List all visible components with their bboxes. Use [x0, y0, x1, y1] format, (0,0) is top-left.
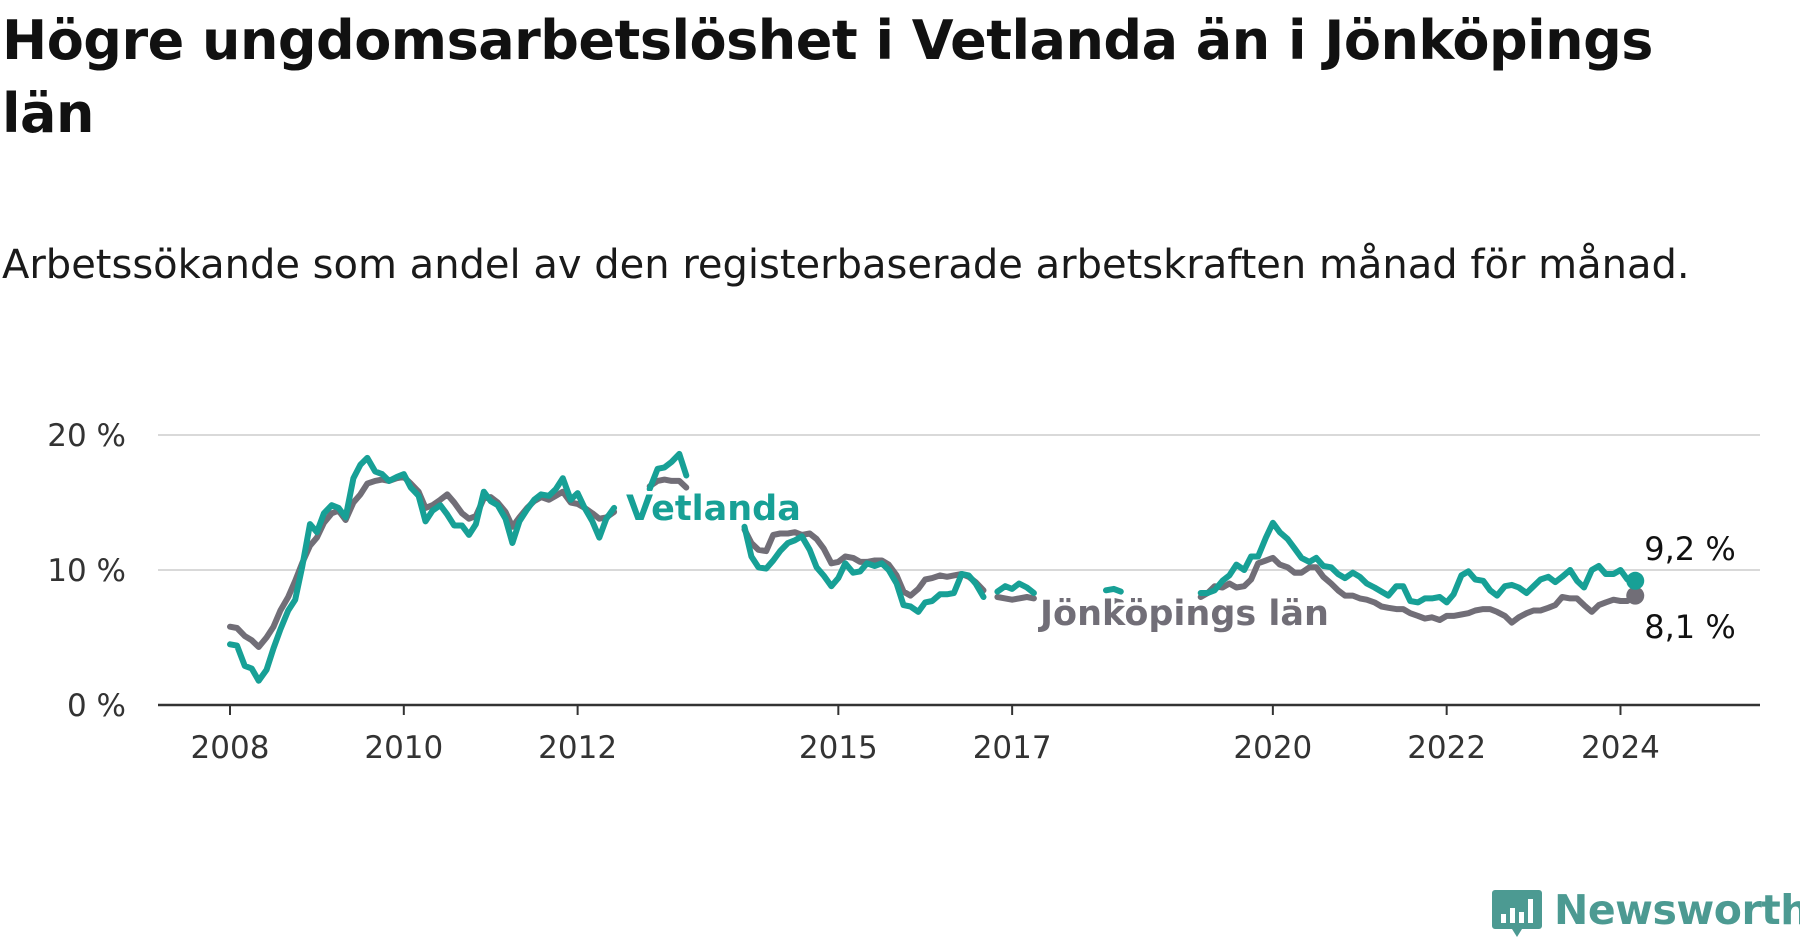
end-value-label-vetlanda: 9,2 %: [1644, 530, 1735, 568]
x-tick-label: 2024: [1581, 730, 1660, 766]
end-marker-jonkoping: [1626, 586, 1645, 605]
series-lines: [227, 450, 1645, 684]
end-value-label-jonkoping: 8,1 %: [1644, 608, 1735, 646]
x-tick-label: 2010: [364, 730, 443, 766]
x-tick-label: 2022: [1407, 730, 1486, 766]
line-chart: 0 % 10 % 20 % 2008 2010 2012 2015 2017 2020 2022…: [47, 418, 1760, 766]
y-axis: 0 % 10 % 20 %: [47, 418, 126, 724]
series-label-jonkoping: Jönköpings län: [1038, 594, 1329, 634]
y-tick-label: 20 %: [47, 418, 126, 454]
x-axis: 2008 2010 2012 2015 2017 2020 2022 2024: [158, 703, 1760, 766]
x-tick-label: 2015: [799, 730, 878, 766]
chart-subtitle: Arbetssökande som andel av den registerb…: [2, 242, 1690, 288]
newsworthy-logo-text: Newsworthy: [1554, 886, 1800, 934]
newsworthy-logo-icon: [1492, 890, 1542, 937]
series-label-vetlanda: Vetlanda: [626, 489, 801, 529]
end-marker-vetlanda: [1626, 571, 1645, 590]
x-tick-label: 2020: [1233, 730, 1312, 766]
x-tick-label: 2008: [191, 730, 270, 766]
series-labels: Vetlanda Jönköpings län 9,2 % 8,1 %: [623, 486, 1739, 650]
series-line-vetlanda: [227, 450, 1639, 684]
newsworthy-logo: Newsworthy: [1492, 886, 1800, 944]
x-tick-label: 2017: [973, 730, 1052, 766]
y-tick-label: 10 %: [47, 553, 126, 589]
x-tick-label: 2012: [538, 730, 617, 766]
gridlines: [158, 434, 1760, 571]
y-tick-label: 0 %: [67, 688, 126, 724]
chart-title: Högre ungdomsarbetslöshet i Vetlanda än …: [2, 9, 1653, 145]
